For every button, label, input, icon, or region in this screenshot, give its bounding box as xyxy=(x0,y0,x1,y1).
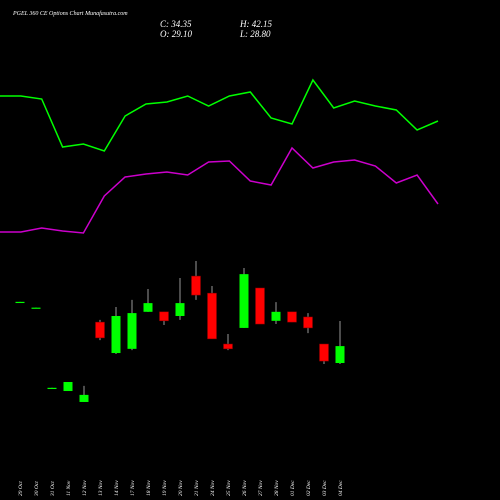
x-tick-label: 04 Dec xyxy=(337,480,344,496)
candle-body xyxy=(239,274,249,328)
x-tick-label: 03 Dec xyxy=(322,480,328,496)
x-tick-label: 28 Nov xyxy=(274,480,280,496)
ohlc-label: H: 42.15 xyxy=(239,19,272,29)
candle-body xyxy=(191,275,201,296)
candle-body xyxy=(63,382,73,392)
candle-body xyxy=(15,301,25,304)
chart-title: PGEL 360 CE Options Chart Munafasutra.co… xyxy=(12,10,128,17)
candle-body xyxy=(159,311,169,322)
x-tick-label: 21 Nov xyxy=(194,480,200,496)
x-tick-label: 25 Nov xyxy=(226,480,232,496)
line xyxy=(0,78,439,152)
candle-body xyxy=(319,343,329,362)
candle-body xyxy=(79,394,89,402)
x-tick-label: 29 Oct xyxy=(18,481,24,496)
candle-body xyxy=(47,387,57,390)
candle-body xyxy=(287,311,297,323)
x-tick-label: 24 Nov xyxy=(209,480,216,496)
x-tick-label: 02 Dec xyxy=(306,480,312,496)
x-tick-label: 19 Nov xyxy=(162,480,168,496)
candle-body xyxy=(175,303,185,317)
line xyxy=(0,146,439,234)
x-tick-label: 12 Nov xyxy=(82,480,88,496)
candle-body xyxy=(223,343,233,350)
candle-body xyxy=(271,311,281,321)
x-tick-label: 30 Oct xyxy=(34,481,40,497)
candle-body xyxy=(31,307,41,309)
ohlc-label: C: 34.35 xyxy=(160,19,192,29)
x-tick-label: 20 Nov xyxy=(178,480,184,496)
x-tick-label: 31 Oct xyxy=(50,481,56,497)
candle-body xyxy=(143,303,153,312)
ohlc-label: O: 29.10 xyxy=(160,29,192,39)
x-tick-label: 14 Nov xyxy=(113,480,120,496)
candle-body xyxy=(303,316,313,329)
x-tick-label: 17 Nov xyxy=(130,480,136,496)
x-tick-label: 11 Nov xyxy=(66,480,72,496)
candle-body xyxy=(207,292,217,340)
candle-body xyxy=(335,346,345,364)
candle-body xyxy=(255,287,265,325)
ohlc-label: L: 28.80 xyxy=(239,29,271,39)
candle-body xyxy=(111,316,121,354)
x-tick-label: 01 Dec xyxy=(290,480,296,496)
x-tick-label: 27 Nov xyxy=(258,480,264,496)
candle-body xyxy=(95,321,105,339)
candle-body xyxy=(127,313,137,349)
x-tick-label: 18 Nov xyxy=(146,480,152,496)
x-tick-label: 26 Nov xyxy=(242,480,248,496)
x-tick-label: 13 Nov xyxy=(98,480,104,496)
